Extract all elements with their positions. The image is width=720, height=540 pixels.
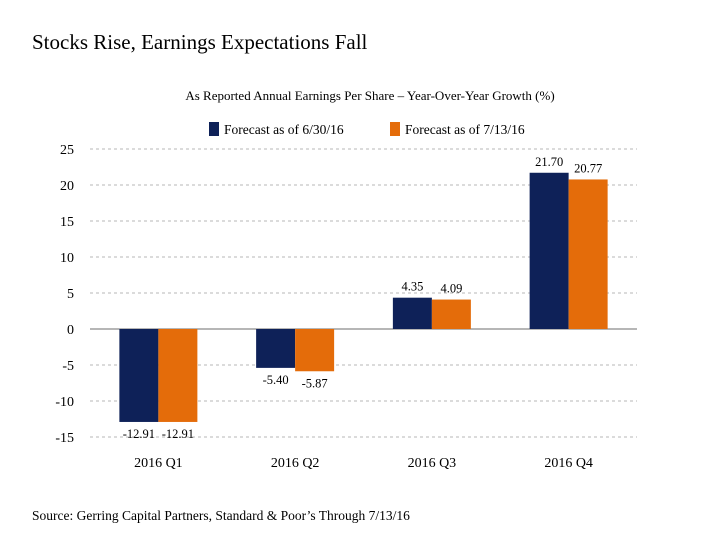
y-tick-label: -10 [55,395,74,410]
bar-2 [295,329,335,372]
y-tick-label: -15 [55,431,74,446]
bar-2 [158,329,198,422]
x-tick-label: 2016 Q1 [134,456,183,471]
bar-1 [529,172,569,329]
data-label: 4.09 [440,282,462,296]
y-tick-label: -5 [62,359,74,374]
x-tick-label: 2016 Q2 [271,456,320,471]
data-label: 20.77 [574,161,602,175]
bar-1 [119,329,159,422]
legend-label: Forecast as of 6/30/16 [224,122,344,137]
source-note: Source: Gerring Capital Partners, Standa… [32,508,410,523]
data-label: 4.35 [401,280,423,294]
bar-1 [392,297,432,329]
legend-swatch-1 [209,122,219,136]
y-tick-label: 25 [60,143,74,158]
bar-2 [431,299,471,329]
bar-1 [256,329,296,368]
y-tick-label: 0 [67,323,74,338]
bar-2 [568,179,608,329]
chart-title: As Reported Annual Earnings Per Share – … [185,88,555,103]
y-tick-label: 20 [60,179,74,194]
data-label: -5.87 [302,376,328,390]
data-label: -12.91 [162,427,194,441]
x-tick-label: 2016 Q4 [544,456,593,471]
legend-swatch-2 [390,122,400,136]
slide-title: Stocks Rise, Earnings Expectations Fall [32,30,368,54]
data-label: -5.40 [263,373,289,387]
legend-label: Forecast as of 7/13/16 [405,122,525,137]
data-label: 21.70 [535,155,563,169]
y-tick-label: 15 [60,215,74,230]
x-tick-label: 2016 Q3 [408,456,457,471]
data-label: -12.91 [123,427,155,441]
y-tick-label: 10 [60,251,74,266]
y-tick-label: 5 [67,287,74,302]
